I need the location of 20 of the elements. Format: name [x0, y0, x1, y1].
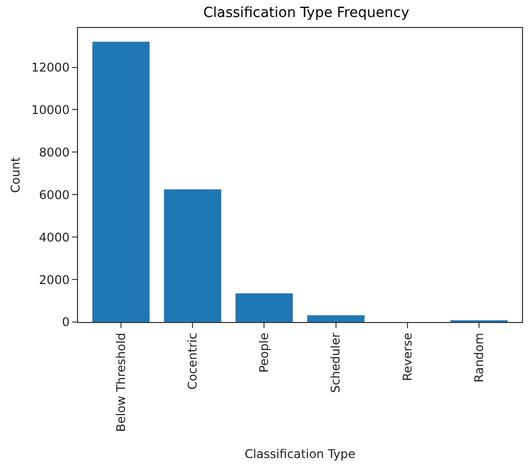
x-tick-label: People [257, 332, 272, 373]
y-tick-label: 4000 [39, 230, 70, 244]
x-axis-title: Classification Type [244, 446, 356, 461]
y-axis-title: Count [8, 156, 23, 193]
x-tick-label: Below Threshold [114, 332, 128, 432]
x-tick-label: Reverse [400, 332, 414, 382]
x-tick-label: Cocentric [185, 332, 200, 390]
y-tick-label: 8000 [39, 145, 70, 160]
bar [92, 42, 150, 322]
x-tick-label: Scheduler [328, 332, 343, 393]
y-tick-label: 12000 [31, 60, 70, 74]
bar [164, 189, 222, 322]
y-tick-label: 6000 [39, 188, 70, 202]
x-tick-label: Random [472, 332, 486, 382]
y-tick-label: 2000 [39, 272, 70, 287]
y-tick-label: 0 [62, 315, 70, 330]
bar [307, 315, 364, 322]
chart-title: Classification Type Frequency [203, 4, 410, 21]
bar [236, 293, 293, 322]
y-tick-label: 10000 [31, 102, 70, 117]
